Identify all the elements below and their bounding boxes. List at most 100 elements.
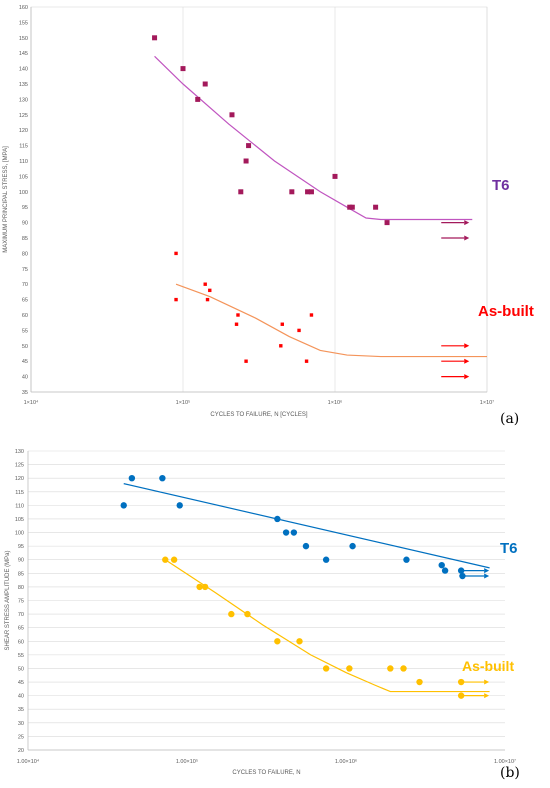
y-tick-label: 65 [22, 298, 28, 304]
data-point-t6 [305, 189, 311, 195]
runout-arrowhead-as-built [464, 358, 470, 364]
y-tick-label: 90 [18, 558, 24, 564]
x-tick-label: 1.00×10⁴ [17, 758, 40, 765]
y-tick-label: 65 [18, 626, 24, 632]
y-tick-label: 135 [19, 82, 28, 88]
data-point-as-built [244, 359, 248, 363]
y-tick-label: 145 [19, 51, 28, 57]
x-axis-label: CYCLES TO FAILURE, N [232, 770, 300, 776]
data-point-as-built [297, 328, 301, 333]
y-tick-label: 110 [19, 159, 28, 165]
data-point-as-built [280, 322, 284, 326]
y-tick-label: 55 [18, 653, 24, 659]
series-label-t6: T6 [492, 177, 510, 194]
x-tick-label: 1.00×10⁵ [176, 758, 198, 765]
data-point-as-built [346, 665, 353, 672]
data-point-as-built [174, 251, 178, 256]
x-tick-label: 1×10⁶ [328, 399, 343, 406]
runout-arrowhead-t6 [464, 235, 470, 241]
y-tick-label: 155 [19, 20, 28, 26]
x-tick-label: 1×10⁵ [176, 399, 191, 406]
data-point-t6 [180, 66, 186, 72]
data-point-as-built [228, 610, 235, 618]
y-tick-label: 70 [18, 612, 24, 618]
y-axis-label: SHEAR STRESS AMPLITUDE (MPa) [5, 550, 11, 650]
y-tick-label: 95 [18, 544, 24, 550]
data-point-t6 [243, 158, 249, 164]
runout-arrowhead-as-built [484, 679, 490, 685]
y-tick-label: 45 [22, 359, 28, 365]
series-label-as-built: As-built [478, 303, 534, 320]
data-point-as-built [387, 665, 394, 672]
y-tick-label: 35 [22, 390, 28, 396]
runout-arrowhead-t6 [484, 573, 490, 579]
data-point-t6 [282, 529, 290, 536]
data-point-t6 [302, 542, 310, 550]
y-tick-label: 100 [19, 190, 28, 196]
chart-panel-b: 20 25 30 35 40 45 50 55 60 65 70 75 80 85 90 95 100 105 11… [5, 449, 520, 781]
data-point-as-built [170, 556, 178, 563]
data-point-t6 [322, 556, 330, 563]
y-tick-label: 45 [18, 680, 24, 686]
y-tick-label: 125 [15, 463, 24, 469]
y-tick-label: 50 [18, 666, 24, 672]
x-tick-label: 1×10⁷ [480, 399, 494, 406]
data-point-t6 [349, 542, 356, 550]
data-point-as-built [416, 678, 423, 686]
data-point-t6 [128, 474, 136, 482]
data-point-t6 [349, 204, 355, 210]
y-tick-label: 110 [15, 503, 24, 509]
y-tick-label: 115 [19, 144, 28, 150]
data-point-t6 [438, 561, 445, 569]
data-point-t6 [195, 96, 201, 102]
runout-arrowhead-as-built [464, 343, 470, 349]
chart-panel-a: 35 40 45 50 55 60 65 70 75 80 85 90 95 100 105 110 115 12… [3, 5, 534, 427]
data-point-t6 [202, 81, 208, 87]
data-point-as-built [236, 313, 240, 317]
y-tick-label: 115 [15, 490, 24, 496]
data-point-as-built [400, 665, 407, 672]
data-point-t6 [229, 112, 235, 118]
data-point-as-built [203, 282, 207, 286]
data-point-t6 [373, 204, 379, 210]
data-point-as-built [274, 638, 281, 645]
y-tick-label: 75 [18, 599, 24, 605]
fit-line-as-built [164, 559, 490, 693]
data-point-t6 [274, 515, 281, 523]
data-point-t6 [384, 220, 390, 226]
series-label-as-built: As-built [462, 658, 514, 674]
data-point-as-built [457, 678, 465, 686]
y-tick-label: 25 [18, 734, 24, 740]
x-tick-label: 1×10⁴ [24, 399, 39, 406]
y-tick-label: 40 [18, 694, 24, 700]
runout-arrowhead-as-built [484, 693, 490, 699]
runout-arrowhead-as-built [464, 374, 470, 380]
y-tick-label: 80 [22, 251, 28, 257]
y-tick-label: 55 [22, 328, 28, 334]
data-point-t6 [457, 567, 465, 574]
y-tick-label: 140 [19, 67, 28, 73]
y-tick-label: 125 [19, 113, 28, 119]
plot-area-border [30, 6, 488, 393]
data-point-as-built [244, 610, 251, 618]
y-tick-label: 95 [22, 205, 28, 211]
panel-label: (b) [500, 765, 520, 781]
data-point-as-built [234, 322, 239, 326]
y-tick-label: 90 [22, 221, 28, 227]
data-point-as-built [196, 583, 203, 591]
data-point-t6 [152, 35, 158, 41]
fit-line-t6 [123, 483, 490, 569]
y-tick-label: 160 [19, 5, 28, 11]
data-point-t6 [347, 204, 353, 210]
data-point-t6 [176, 502, 183, 509]
y-tick-label: 105 [15, 517, 24, 523]
y-tick-label: 80 [18, 585, 24, 591]
y-tick-label: 120 [15, 476, 24, 482]
y-axis-label: MAXIMUM PRINCIPAL STRESS, [MPA] [3, 146, 9, 253]
y-tick-label: 85 [22, 236, 28, 242]
y-tick-label: 120 [19, 128, 28, 134]
runout-arrowhead-t6 [464, 220, 470, 226]
x-axis-label: CYCLES TO FAILURE, N [CYCLES] [210, 412, 307, 418]
data-point-t6 [159, 474, 166, 482]
